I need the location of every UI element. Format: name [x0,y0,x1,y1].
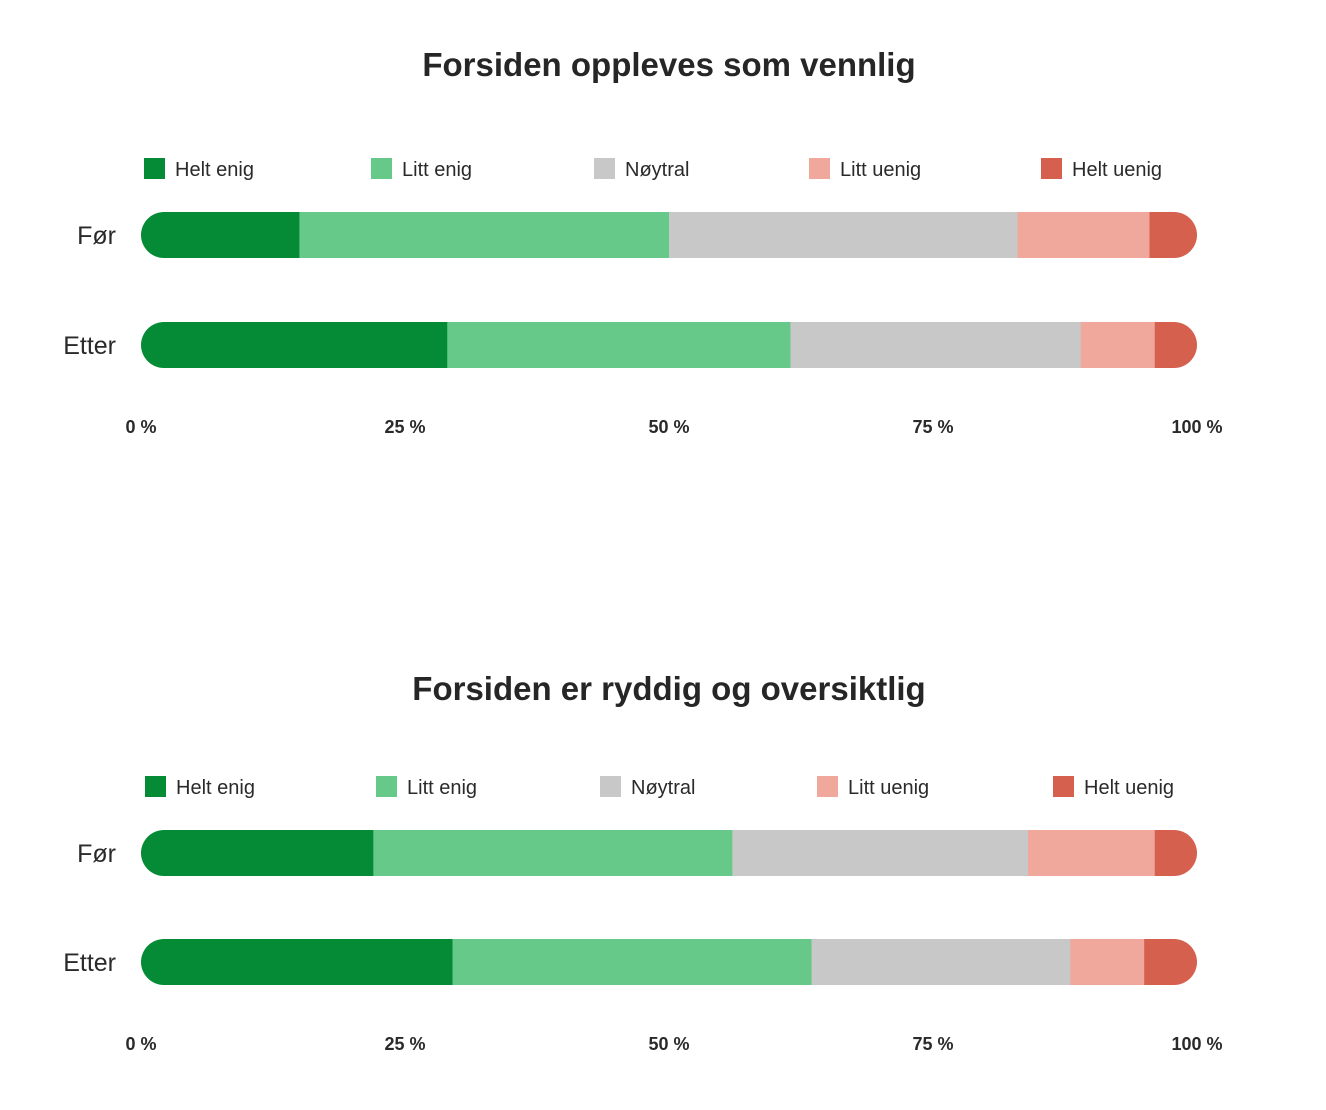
category-label-0: Før [77,840,116,868]
legend-swatch-0 [144,158,165,179]
x-tick-label-0: 0 % [125,1034,156,1054]
bar-segment-4 [1154,830,1197,876]
legend-swatch-3 [817,776,838,797]
x-tick-label-4: 100 % [1171,1034,1222,1054]
category-label-0: Før [77,222,116,250]
bar-row-0 [141,212,1197,258]
bar-segment-3 [1070,939,1145,985]
x-tick-label-3: 75 % [912,417,953,437]
bar-row-1 [141,322,1197,368]
bar-segment-0 [141,212,300,258]
x-tick-label-2: 50 % [648,417,689,437]
chart-vennlig: Forsiden oppleves som vennlig Helt enig Li… [63,46,1222,437]
bar-segment-0 [141,830,374,876]
bar-segment-1 [452,939,813,985]
bar-segment-1 [447,322,791,368]
bar-segment-3 [1080,322,1156,368]
x-tick-label-4: 100 % [1171,417,1222,437]
legend-swatch-1 [376,776,397,797]
legend-swatch-4 [1041,158,1062,179]
legend-label-3: Litt uenig [840,159,921,181]
bar-segment-2 [732,830,1029,876]
x-tick-label-2: 50 % [648,1034,689,1054]
x-tick-label-1: 25 % [384,1034,425,1054]
legend-label-2: Nøytral [631,777,695,799]
x-tick-label-0: 0 % [125,417,156,437]
legend-label-1: Litt enig [407,777,477,799]
legend-label-0: Helt enig [176,777,255,799]
legend-label-1: Litt enig [402,159,472,181]
bar-segment-0 [141,322,448,368]
legend-swatch-0 [145,776,166,797]
legend-swatch-2 [594,158,615,179]
bar-segment-1 [299,212,670,258]
legend-swatch-3 [809,158,830,179]
category-label-1: Etter [63,949,116,977]
bar-segment-4 [1144,939,1197,985]
legend-swatch-2 [600,776,621,797]
legend-label-0: Helt enig [175,159,254,181]
legend-label-2: Nøytral [625,159,689,181]
category-label-1: Etter [63,332,116,360]
bar-segment-2 [790,322,1082,368]
bar-segment-2 [669,212,1018,258]
bar-row-0 [141,830,1197,876]
legend-swatch-4 [1053,776,1074,797]
legend-label-4: Helt uenig [1072,159,1162,181]
bar-segment-1 [373,830,733,876]
bar-row-1 [141,939,1197,985]
bar-segment-4 [1154,322,1197,368]
chart-ryddig: Forsiden er ryddig og oversiktlig Helt en… [63,670,1222,1054]
x-tick-label-3: 75 % [912,1034,953,1054]
bar-segment-2 [811,939,1071,985]
legend-label-3: Litt uenig [848,777,929,799]
chart-title: Forsiden oppleves som vennlig [422,46,915,83]
bar-segment-3 [1028,830,1156,876]
bar-segment-0 [141,939,454,985]
bar-segment-4 [1149,212,1197,258]
bar-segment-3 [1017,212,1150,258]
x-tick-label-1: 25 % [384,417,425,437]
legend-label-4: Helt uenig [1084,777,1174,799]
chart-title: Forsiden er ryddig og oversiktlig [412,670,925,707]
legend-swatch-1 [371,158,392,179]
